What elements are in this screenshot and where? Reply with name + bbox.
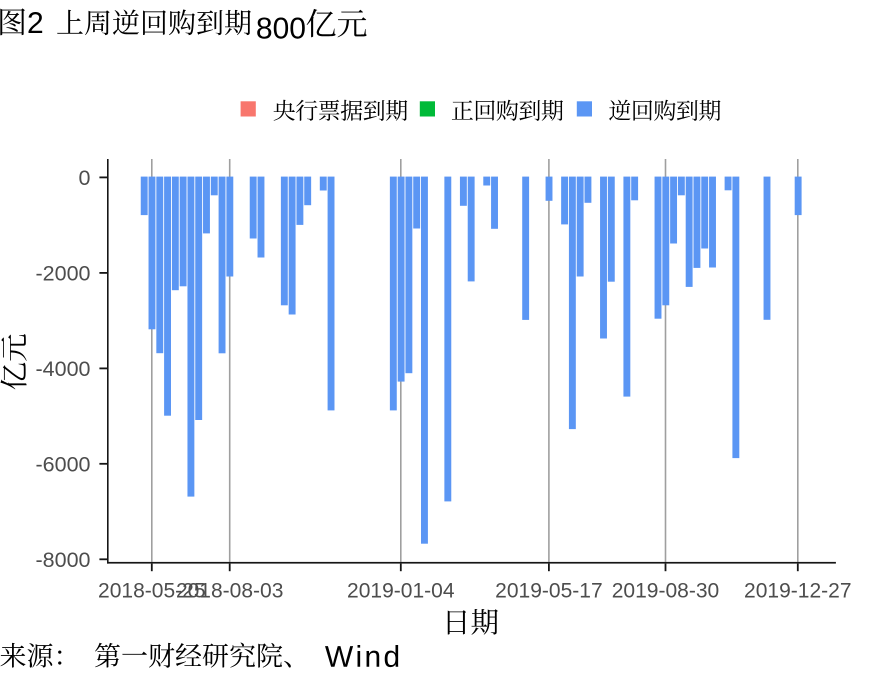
svg-text:-6000: -6000 bbox=[36, 452, 91, 476]
svg-text:2019-01-04: 2019-01-04 bbox=[347, 579, 455, 603]
svg-text:0: 0 bbox=[79, 166, 91, 190]
svg-text:-8000: -8000 bbox=[36, 548, 91, 572]
svg-text:-4000: -4000 bbox=[36, 357, 91, 381]
svg-text:2018-08-03: 2018-08-03 bbox=[176, 579, 284, 603]
svg-text:2018-05-25: 2018-05-25 bbox=[98, 579, 206, 603]
svg-text:-2000: -2000 bbox=[36, 262, 91, 286]
svg-text:2019-12-27: 2019-12-27 bbox=[744, 579, 852, 603]
svg-text:2019-05-17: 2019-05-17 bbox=[495, 579, 603, 603]
svg-text:2019-08-30: 2019-08-30 bbox=[612, 579, 720, 603]
